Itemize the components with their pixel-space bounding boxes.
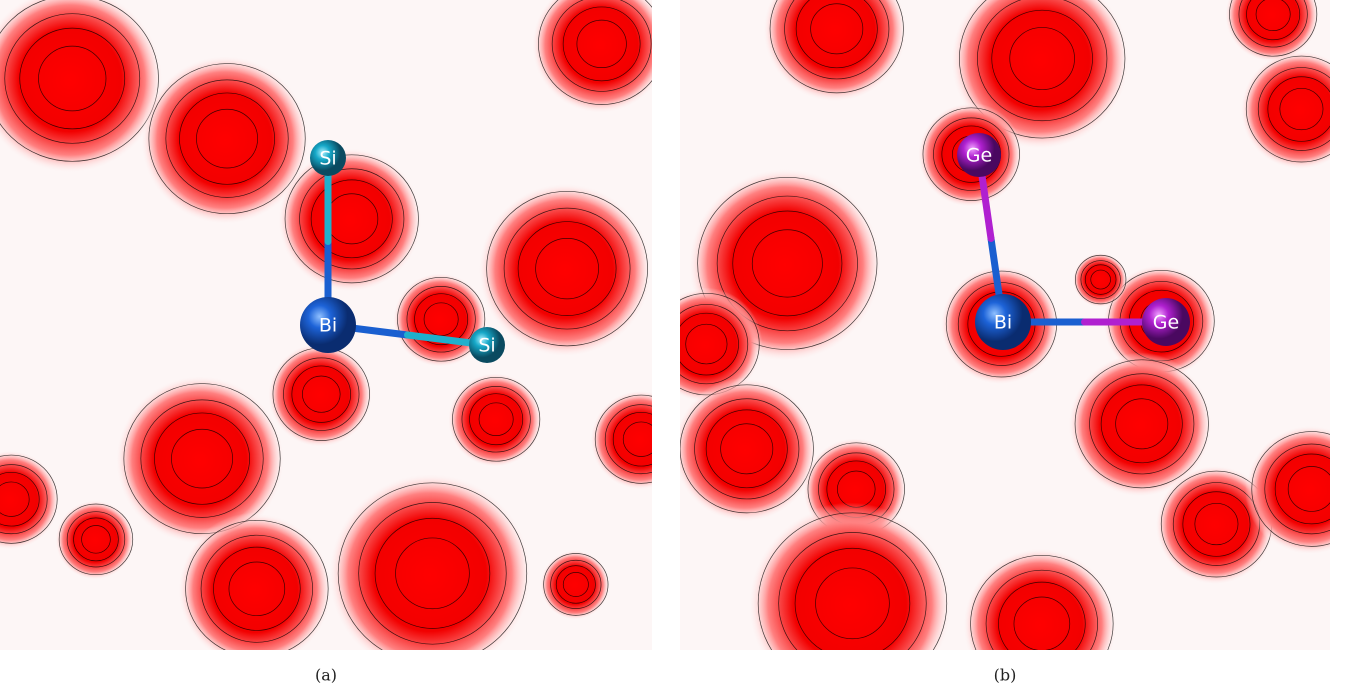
figure: Si Bi Si Ge Bi Ge (a) (b): [0, 0, 1354, 694]
atom-label: Si: [319, 148, 336, 170]
atom-label: Bi: [994, 312, 1012, 334]
page: SiBiSiGeBiGe (a) (b) (() => { const data…: [0, 0, 1354, 694]
atom-label: Si: [478, 335, 495, 357]
atom-label: Ge: [1153, 312, 1179, 334]
density-blob: [478, 183, 653, 358]
caption: (a): [315, 666, 337, 685]
caption: (b): [994, 666, 1017, 685]
density-blob: [328, 473, 533, 678]
atom-label: Ge: [966, 145, 992, 167]
atom-label: Bi: [319, 315, 337, 337]
